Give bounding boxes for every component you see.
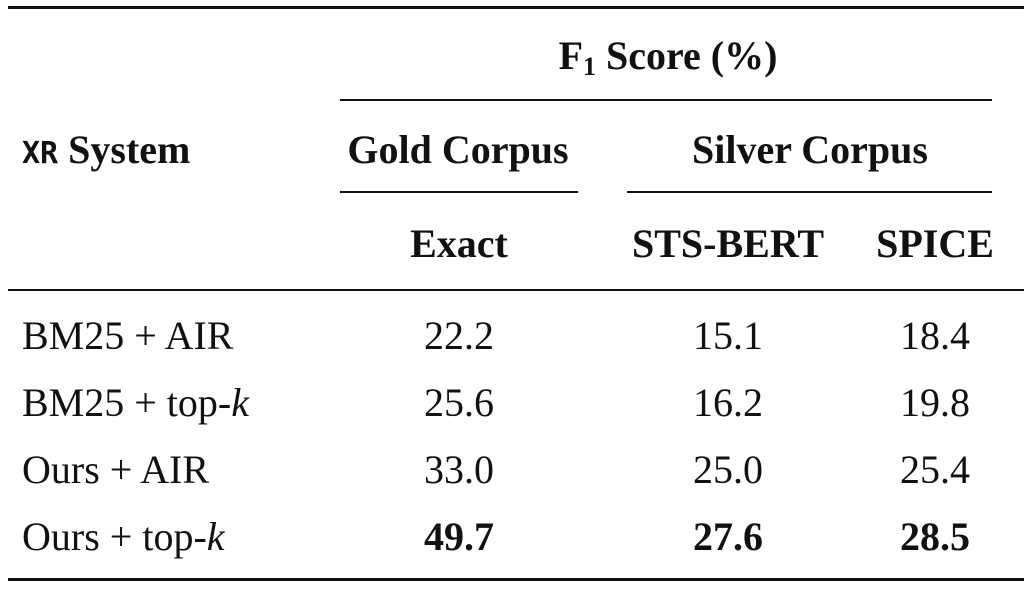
f1-score-header: F1 Score (%) [559, 36, 778, 80]
system-name: BM25 + AIR [22, 313, 234, 358]
table-row-system: BM25 + top-k [22, 383, 249, 423]
silver-corpus-header: Silver Corpus [692, 127, 928, 172]
system-name: Ours + top- [22, 514, 207, 559]
f1-subscript: 1 [583, 52, 596, 81]
gold-corpus-header: Gold Corpus [347, 127, 569, 172]
f1-label: F [558, 33, 583, 78]
table-cell: 15.1 [693, 313, 763, 358]
table-row-system: Ours + AIR [22, 450, 209, 490]
f1-cmidrule [340, 99, 992, 101]
table-cell: 18.4 [900, 313, 970, 358]
xr-label: XR [22, 136, 59, 171]
col-spice: SPICE [876, 221, 994, 266]
system-label: System [58, 127, 191, 172]
table-cell: 16.2 [693, 380, 763, 425]
f1-label-rest: Score (%) [596, 33, 778, 78]
table-row-system: Ours + top-k [22, 517, 225, 557]
top-rule [8, 6, 1024, 9]
table-cell: 25.6 [424, 380, 494, 425]
xr-system-header: XR System [22, 130, 190, 170]
col-exact: Exact [410, 221, 508, 266]
system-name: Ours + AIR [22, 447, 210, 492]
silver-cmidrule [627, 191, 992, 193]
gold-cmidrule [340, 191, 578, 193]
col-sts-bert: STS-BERT [631, 221, 825, 266]
bottom-rule [8, 578, 1024, 581]
system-k: k [206, 514, 225, 559]
mid-rule [8, 289, 1024, 291]
table-cell: 25.4 [900, 447, 970, 492]
table-cell: 27.6 [693, 514, 763, 559]
table-cell: 19.8 [900, 380, 970, 425]
table-cell: 28.5 [900, 514, 970, 559]
table-cell: 25.0 [693, 447, 763, 492]
system-k: k [231, 380, 250, 425]
table-cell: 22.2 [424, 313, 494, 358]
table-cell: 49.7 [424, 514, 494, 559]
table-row-system: BM25 + AIR [22, 316, 233, 356]
system-name: BM25 + top- [22, 380, 232, 425]
table-cell: 33.0 [424, 447, 494, 492]
